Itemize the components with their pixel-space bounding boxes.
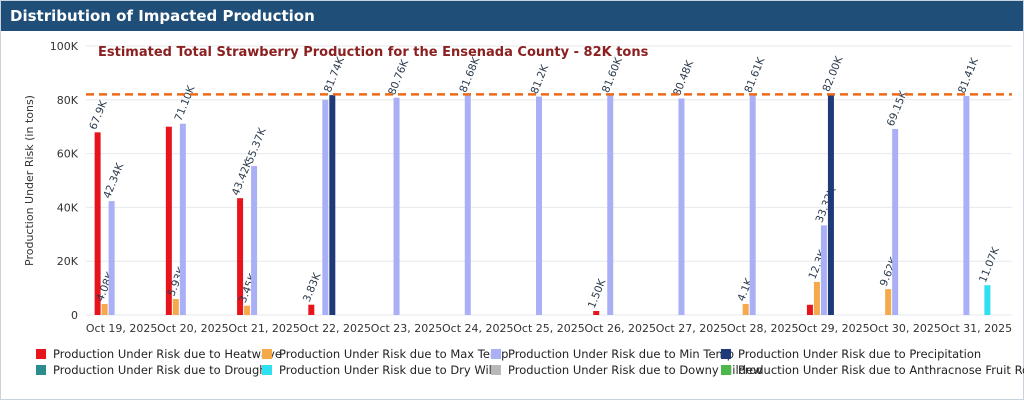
legend-item[interactable]: Production Under Risk due to Min Temp <box>491 347 734 361</box>
data-label: 67.9K <box>87 98 110 132</box>
data-label: 81.68K <box>457 55 482 95</box>
data-label: 80.76K <box>386 57 411 97</box>
legend-label: Production Under Risk due to Max Temp <box>279 347 509 361</box>
bar-2-11 <box>813 281 820 315</box>
x-tick-label: Oct 28, 2025 <box>727 322 799 335</box>
bar-3-5 <box>393 97 400 315</box>
bar-1-2 <box>165 126 172 315</box>
bar-6-13 <box>984 285 991 315</box>
x-tick-label: Oct 27, 2025 <box>656 322 728 335</box>
x-tick-label: Oct 30, 2025 <box>869 322 941 335</box>
legend-swatch <box>36 365 46 375</box>
x-tick-label: Oct 29, 2025 <box>798 322 870 335</box>
bar-4-11 <box>827 94 834 315</box>
bar-3-4 <box>322 99 329 315</box>
legend-item[interactable]: Production Under Risk due to Downy Milde… <box>491 363 762 377</box>
bar-chart: 0 20K 40K 60K 80K 100K Production Under Risk (… <box>23 40 1013 335</box>
bar-2-3 <box>244 305 251 315</box>
legend-swatch <box>262 365 272 375</box>
legend-label: Production Under Risk due to Heatwave <box>53 347 282 361</box>
y-tick-label: 40K <box>57 201 79 214</box>
legend-label: Production Under Risk due to Anthracnose… <box>738 363 1024 377</box>
y-tick-label: 100K <box>50 40 79 53</box>
data-label: 81.2K <box>529 62 552 96</box>
legend-item[interactable]: Production Under Risk due to Dry Wilt <box>262 363 496 377</box>
data-label: 3.83K <box>301 270 324 304</box>
data-label: 42.34K <box>101 160 126 200</box>
data-label: 55.37K <box>244 125 269 165</box>
bar-3-6 <box>464 95 471 316</box>
bar-3-12 <box>892 128 899 315</box>
legend-swatch <box>36 349 46 359</box>
bar-2-12 <box>885 289 892 315</box>
bar-2-10 <box>742 303 749 315</box>
bar-3-2 <box>179 123 186 315</box>
bar-3-8 <box>607 95 614 315</box>
bar-1-4 <box>308 304 315 315</box>
bar-3-9 <box>678 98 685 316</box>
y-tick-label: 80K <box>57 94 79 107</box>
bar-1-3 <box>237 198 244 315</box>
chart-annotation: Estimated Total Strawberry Production fo… <box>98 45 649 60</box>
bar-1-1 <box>94 132 101 315</box>
bar-3-1 <box>108 201 115 315</box>
data-label: 71.10K <box>173 83 198 123</box>
x-tick-label: Oct 19, 2025 <box>86 322 158 335</box>
x-tick-label: Oct 20, 2025 <box>157 322 229 335</box>
legend-item[interactable]: Production Under Risk due to Drought <box>36 363 271 377</box>
legend-label: Production Under Risk due to Precipitati… <box>738 347 982 361</box>
x-tick-label: Oct 23, 2025 <box>371 322 443 335</box>
data-label: 11.07K <box>977 245 1002 285</box>
data-label: 33.32K <box>814 185 839 225</box>
legend-label: Production Under Risk due to Dry Wilt <box>279 363 497 377</box>
y-tick-label: 20K <box>57 255 79 268</box>
bar-3-3 <box>251 166 258 315</box>
legend-swatch <box>721 349 731 359</box>
data-label: 81.74K <box>322 54 347 94</box>
y-tick-label: 0 <box>71 309 78 322</box>
legend-label: Production Under Risk due to Min Temp <box>508 347 735 361</box>
bar-4-4 <box>329 95 336 315</box>
data-label: 81.41K <box>956 55 981 95</box>
legend-item[interactable]: Production Under Risk due to Anthracnose… <box>721 363 1024 377</box>
x-tick-label: Oct 31, 2025 <box>941 322 1013 335</box>
x-tick-label: Oct 24, 2025 <box>442 322 514 335</box>
legend-label: Production Under Risk due to Drought <box>53 363 272 377</box>
bar-1-8 <box>593 310 600 315</box>
legend-swatch <box>721 365 731 375</box>
panel-header: Distribution of Impacted Production <box>1 1 1023 31</box>
legend-item[interactable]: Production Under Risk due to Precipitati… <box>721 347 981 361</box>
bar-3-11 <box>820 225 827 315</box>
bar-3-7 <box>536 96 542 316</box>
bar-3-10 <box>749 95 756 315</box>
legend-item[interactable]: Production Under Risk due to Max Temp <box>262 347 508 361</box>
legend-swatch <box>491 365 501 375</box>
x-tick-label: Oct 22, 2025 <box>300 322 372 335</box>
legend-item[interactable]: Production Under Risk due to Heatwave <box>36 347 282 361</box>
x-tick-label: Oct 25, 2025 <box>513 322 585 335</box>
bar-1-11 <box>806 304 813 315</box>
legend-label: Production Under Risk due to Downy Milde… <box>508 363 763 377</box>
bar-2-1 <box>101 304 108 315</box>
legend-swatch <box>491 349 501 359</box>
legend-swatch <box>262 349 272 359</box>
data-label: 82.00K <box>821 54 846 94</box>
data-label: 81.61K <box>742 55 767 95</box>
panel-title: Distribution of Impacted Production <box>10 7 315 25</box>
bar-3-13 <box>963 96 970 315</box>
y-tick-label: 60K <box>57 148 79 161</box>
x-tick-label: Oct 21, 2025 <box>228 322 300 335</box>
data-label: 80.48K <box>671 58 696 98</box>
x-tick-label: Oct 26, 2025 <box>584 322 656 335</box>
data-label: 1.50K <box>586 276 609 310</box>
bar-2-2 <box>172 299 179 315</box>
y-axis-label: Production Under Risk (in tons) <box>23 95 36 266</box>
data-label: 81.60K <box>600 55 625 95</box>
